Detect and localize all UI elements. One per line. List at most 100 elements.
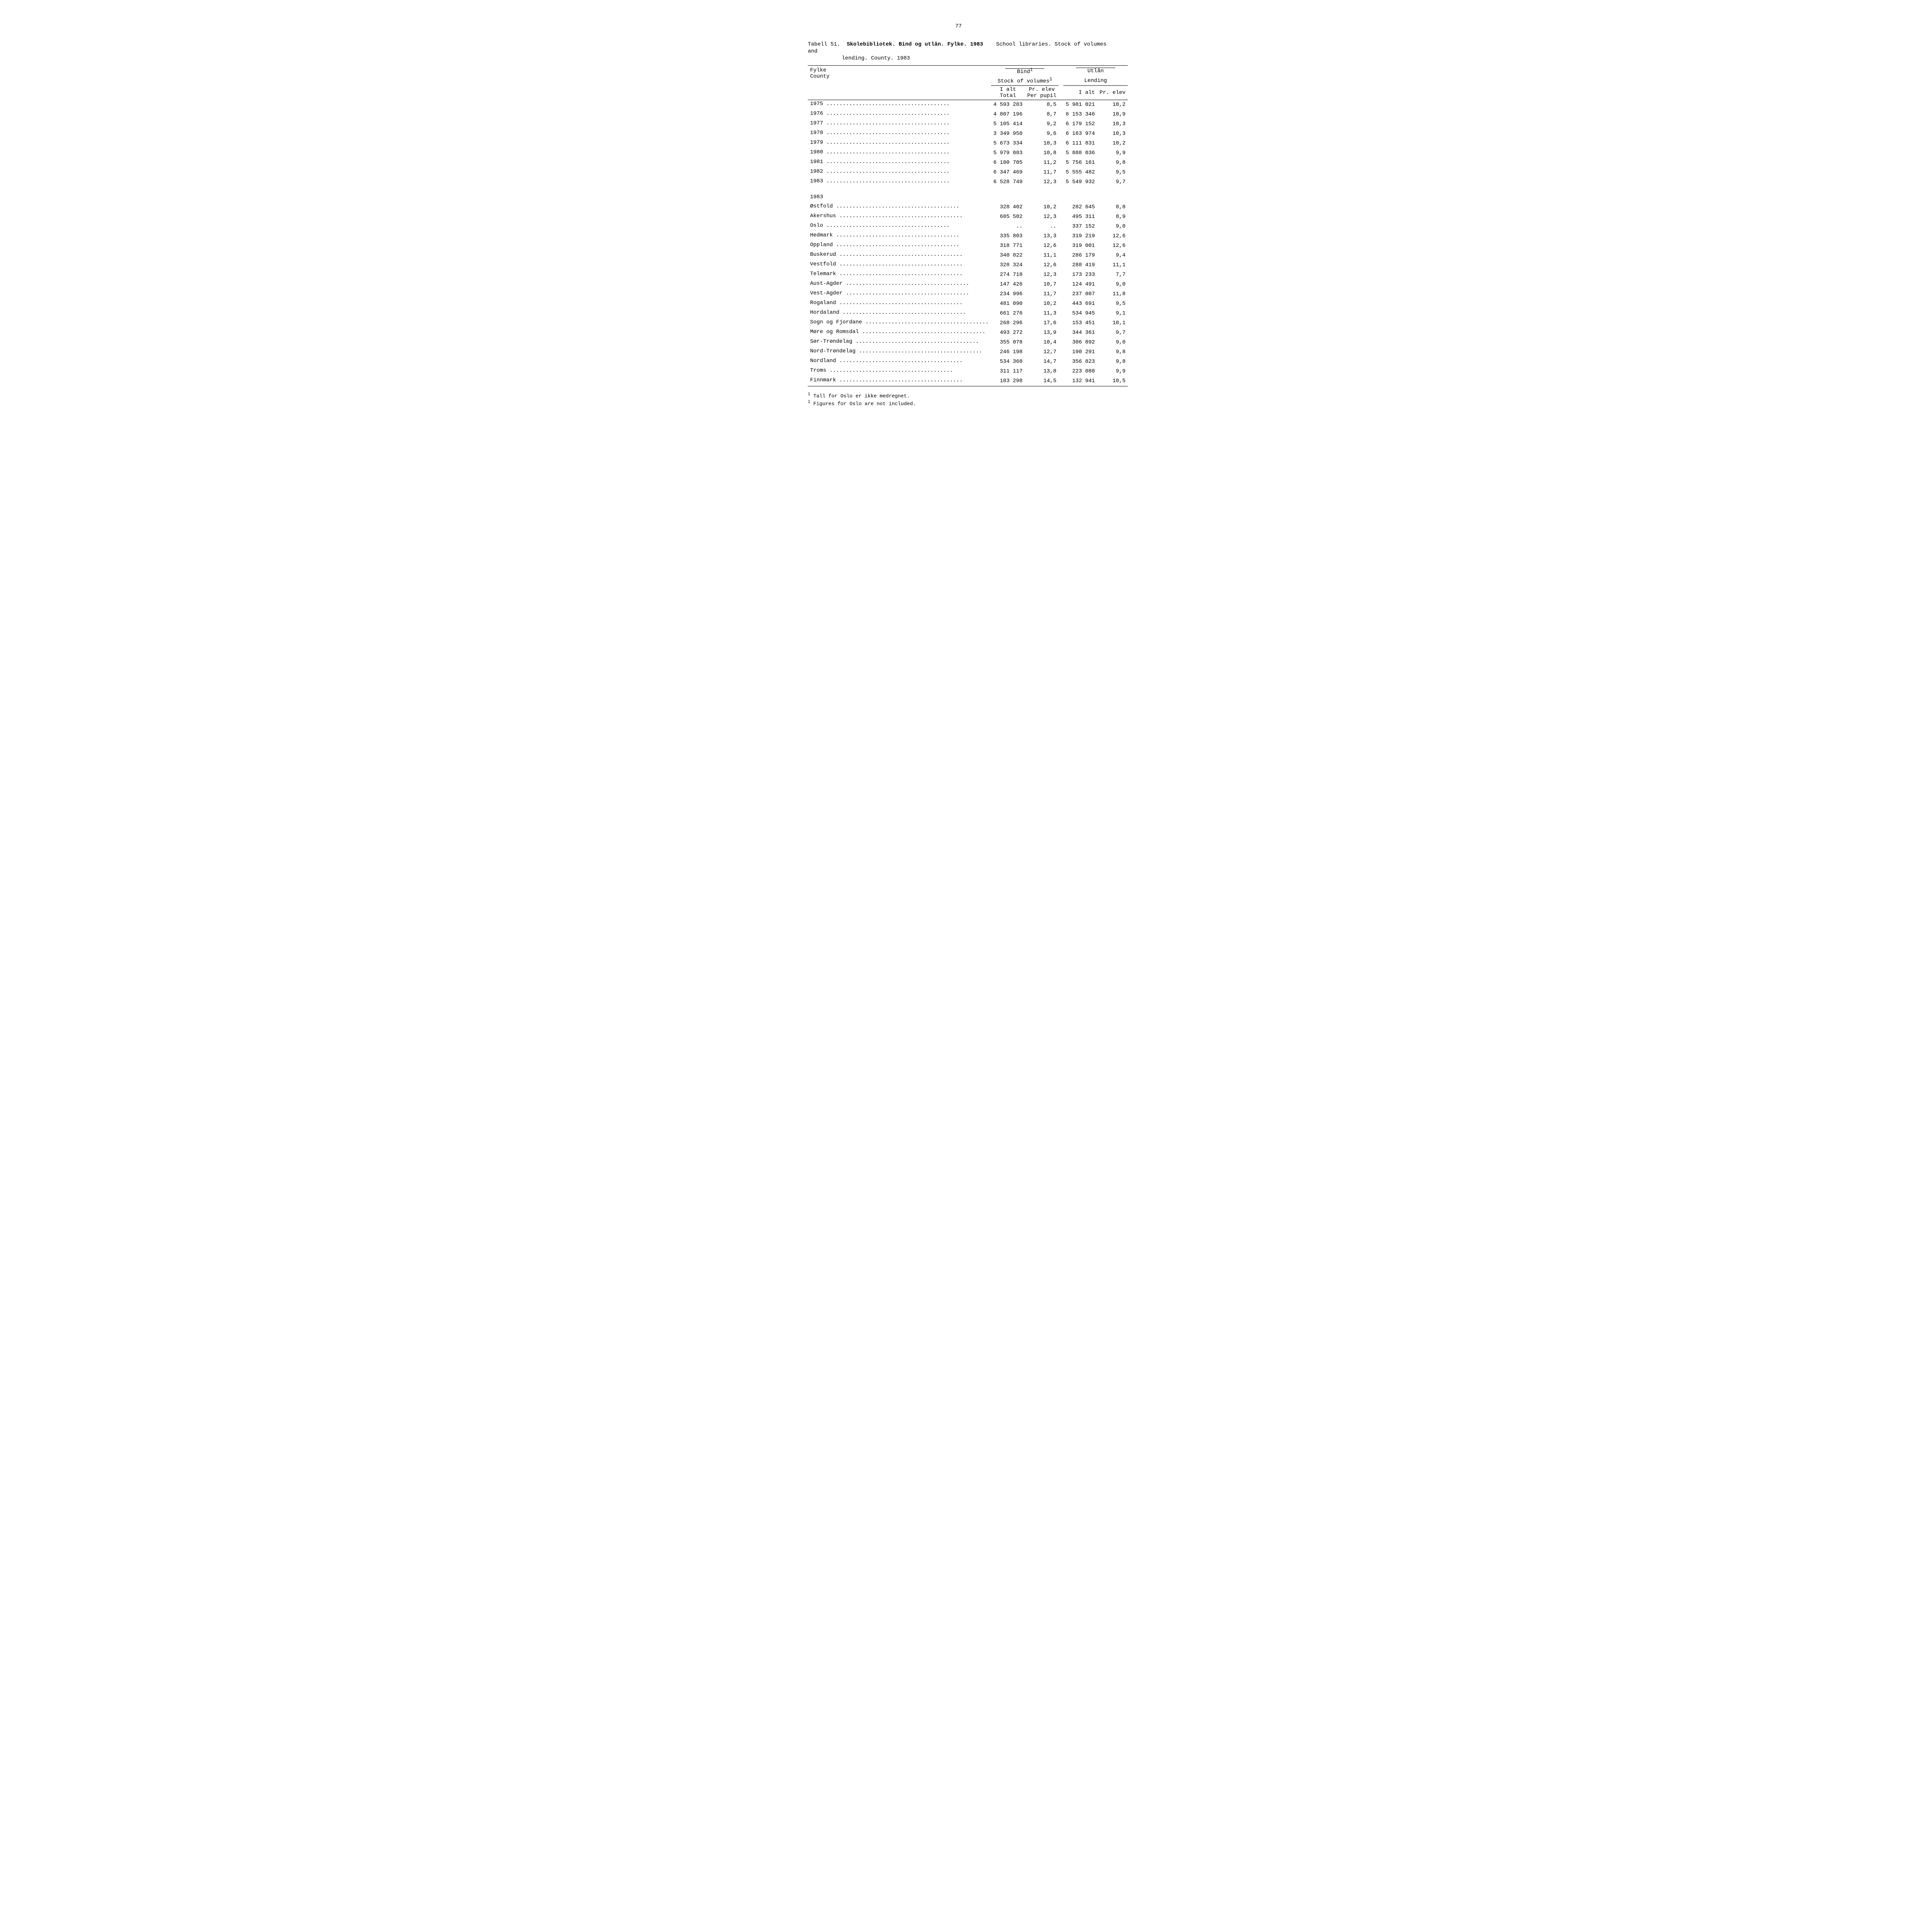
table-row: Oslo ...................................… bbox=[808, 222, 1128, 231]
row-label: 1977 ...................................… bbox=[808, 119, 991, 129]
cell: 9,7 bbox=[1097, 177, 1128, 187]
cell: 495 311 bbox=[1063, 212, 1097, 222]
hdr-ialt: I altTotal bbox=[991, 85, 1025, 100]
cell: 237 807 bbox=[1063, 289, 1097, 299]
footnote-no: Tall for Oslo er ikke medregnet. bbox=[813, 393, 910, 399]
cell: 153 451 bbox=[1063, 318, 1097, 328]
table-row: Møre og Romsdal ........................… bbox=[808, 328, 1128, 338]
table-caption: Tabell 51. Skolebibliotek. Bind og utlån… bbox=[808, 41, 1109, 62]
cell: 319 219 bbox=[1063, 231, 1097, 241]
cell: 10,8 bbox=[1025, 148, 1059, 158]
cell: 11,1 bbox=[1097, 260, 1128, 270]
cell: 5 549 932 bbox=[1063, 177, 1097, 187]
cell: 13,8 bbox=[1025, 367, 1059, 376]
cell: 5 555 482 bbox=[1063, 168, 1097, 177]
cell: 311 117 bbox=[991, 367, 1025, 376]
cell: 9,5 bbox=[1097, 299, 1128, 309]
cell: 14,5 bbox=[1025, 376, 1059, 386]
table-row: 1980 ...................................… bbox=[808, 148, 1128, 158]
cell: 12,3 bbox=[1025, 177, 1059, 187]
table-row: 1983 ...................................… bbox=[808, 177, 1128, 187]
caption-title-no: Skolebibliotek. Bind og utlån. Fylke. 19… bbox=[847, 41, 983, 48]
caption-prefix: Tabell 51. bbox=[808, 41, 840, 48]
cell: 173 233 bbox=[1063, 270, 1097, 280]
cell: 288 419 bbox=[1063, 260, 1097, 270]
table-row: Hedmark ................................… bbox=[808, 231, 1128, 241]
table-row: Telemark ...............................… bbox=[808, 270, 1128, 280]
cell: 5 105 414 bbox=[991, 119, 1025, 129]
table-row: 1979 ...................................… bbox=[808, 139, 1128, 148]
table-row: Nord-Trøndelag .........................… bbox=[808, 347, 1128, 357]
table-row: 1975 ...................................… bbox=[808, 100, 1128, 110]
cell: 124 491 bbox=[1063, 280, 1097, 289]
section-row: 1983 bbox=[808, 187, 1128, 202]
cell: 9,0 bbox=[1097, 280, 1128, 289]
row-label: 1976 ...................................… bbox=[808, 110, 991, 119]
row-label: Oppland ................................… bbox=[808, 241, 991, 251]
table-head: Fylke County Bind1 Utlån Stock of volume… bbox=[808, 65, 1128, 100]
cell: 274 718 bbox=[991, 270, 1025, 280]
cell: 12,6 bbox=[1097, 231, 1128, 241]
col-utlan-group: Utlån bbox=[1063, 65, 1128, 76]
cell: 11,7 bbox=[1025, 289, 1059, 299]
row-label: 1979 ...................................… bbox=[808, 139, 991, 148]
table-row: Nordland ...............................… bbox=[808, 357, 1128, 367]
table-row: Sør-Trøndelag ..........................… bbox=[808, 338, 1128, 347]
cell: 344 361 bbox=[1063, 328, 1097, 338]
row-label: Nord-Trøndelag .........................… bbox=[808, 347, 991, 357]
cell: 183 298 bbox=[991, 376, 1025, 386]
cell: 10,7 bbox=[1025, 280, 1059, 289]
cell: 190 291 bbox=[1063, 347, 1097, 357]
cell: 319 001 bbox=[1063, 241, 1097, 251]
row-label: Sør-Trøndelag ..........................… bbox=[808, 338, 991, 347]
cell: 4 807 196 bbox=[991, 110, 1025, 119]
row-label: Rogaland ...............................… bbox=[808, 299, 991, 309]
row-label: Aust-Agder .............................… bbox=[808, 280, 991, 289]
counties-body: Østfold ................................… bbox=[808, 202, 1128, 386]
table-row: 1977 ...................................… bbox=[808, 119, 1128, 129]
cell: .. bbox=[991, 222, 1025, 231]
cell: 534 360 bbox=[991, 357, 1025, 367]
cell: 11,3 bbox=[1025, 309, 1059, 318]
cell: 234 996 bbox=[991, 289, 1025, 299]
cell: 661 276 bbox=[991, 309, 1025, 318]
cell: 481 090 bbox=[991, 299, 1025, 309]
cell: 9,0 bbox=[1097, 222, 1128, 231]
cell: 12,6 bbox=[1097, 241, 1128, 251]
cell: 306 892 bbox=[1063, 338, 1097, 347]
cell: 282 645 bbox=[1063, 202, 1097, 212]
caption-title-en2: lending. County. 1983 bbox=[808, 55, 910, 61]
cell: 6 111 831 bbox=[1063, 139, 1097, 148]
cell: 223 080 bbox=[1063, 367, 1097, 376]
cell: 10,4 bbox=[1025, 338, 1059, 347]
row-label: 1983 ...................................… bbox=[808, 177, 991, 187]
row-label: Oslo ...................................… bbox=[808, 222, 991, 231]
row-label: 1975 ...................................… bbox=[808, 100, 991, 110]
table-row: Vest-Agder .............................… bbox=[808, 289, 1128, 299]
cell: 12,6 bbox=[1025, 241, 1059, 251]
hdr-bind: Bind1 bbox=[1005, 68, 1044, 75]
row-label: 1980 ...................................… bbox=[808, 148, 991, 158]
row-label: Hedmark ................................… bbox=[808, 231, 991, 241]
cell: 10,2 bbox=[1025, 202, 1059, 212]
page-number: 77 bbox=[808, 23, 1109, 29]
cell: 10,2 bbox=[1097, 139, 1128, 148]
cell: 6 180 705 bbox=[991, 158, 1025, 168]
col-bind-group: Bind1 bbox=[991, 65, 1059, 76]
cell: 493 272 bbox=[991, 328, 1025, 338]
cell: 8,5 bbox=[1025, 100, 1059, 110]
cell: 10,1 bbox=[1097, 318, 1128, 328]
cell: 12,6 bbox=[1025, 260, 1059, 270]
cell: 17,6 bbox=[1025, 318, 1059, 328]
cell: 6 528 749 bbox=[991, 177, 1025, 187]
cell: 13,9 bbox=[1025, 328, 1059, 338]
cell: 9,9 bbox=[1097, 148, 1128, 158]
cell: 340 822 bbox=[991, 251, 1025, 260]
cell: 356 823 bbox=[1063, 357, 1097, 367]
hdr-lending: Lending bbox=[1063, 76, 1128, 85]
footnotes: 1 Tall for Oslo er ikke medregnet. 1 Fig… bbox=[808, 392, 1109, 407]
row-label: Vest-Agder .............................… bbox=[808, 289, 991, 299]
cell: 9,8 bbox=[1097, 357, 1128, 367]
cell: 9,0 bbox=[1097, 338, 1128, 347]
cell: 12,7 bbox=[1025, 347, 1059, 357]
